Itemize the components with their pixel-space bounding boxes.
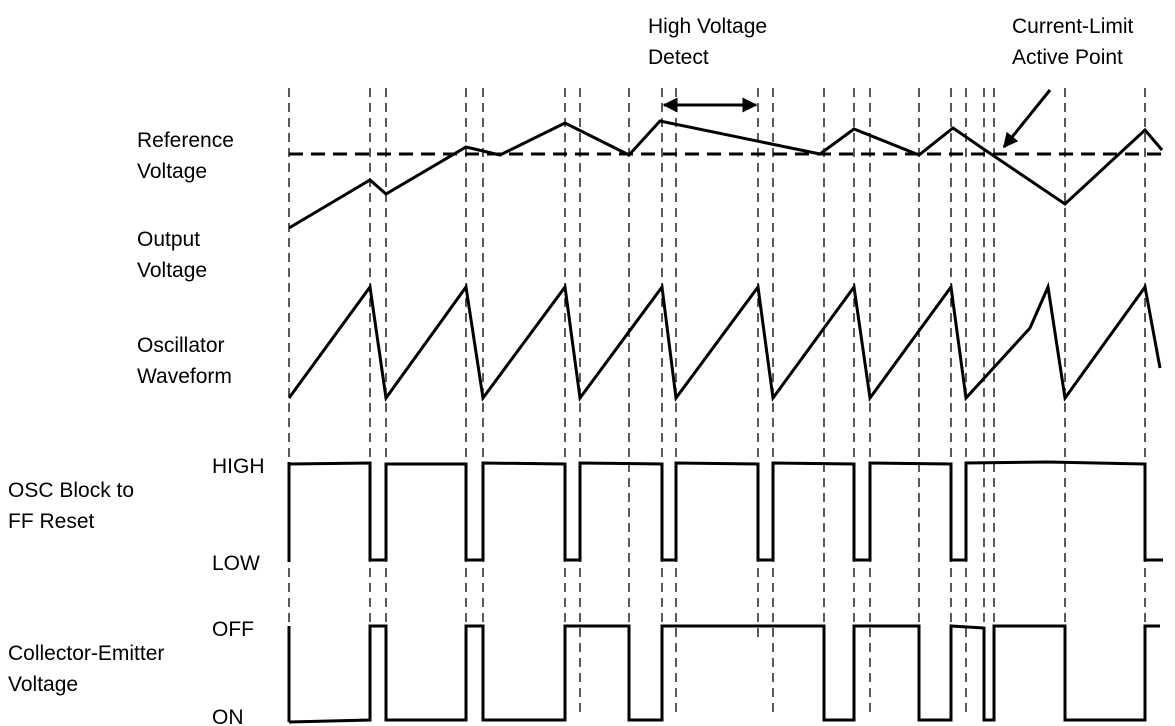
osc-block-waveform	[288, 460, 1163, 562]
current-limit-arrow	[1002, 89, 1052, 149]
off-level-label: OFF	[212, 618, 254, 641]
low-level-label: LOW	[212, 552, 260, 575]
high-voltage-detect-label: High Voltage Detect	[648, 15, 773, 69]
osc-block-label: OSC Block to FF Reset	[8, 479, 140, 533]
output-voltage-label: Output Voltage	[137, 228, 207, 282]
on-level-label: ON	[212, 706, 244, 726]
high-level-label: HIGH	[212, 455, 265, 478]
collector-emitter-label: Collector-Emitter Voltage	[8, 642, 170, 696]
oscillator-waveform	[287, 281, 1162, 402]
reference-voltage-label: Reference Voltage	[137, 129, 240, 183]
current-limit-label: Current-Limit Active Point	[1012, 15, 1139, 69]
timing-guide-lines	[288, 88, 1146, 718]
output-voltage-waveform	[288, 119, 1164, 230]
oscillator-waveform-label: Oscillator Waveform	[137, 334, 232, 388]
collector-emitter-waveform	[288, 624, 1160, 724]
